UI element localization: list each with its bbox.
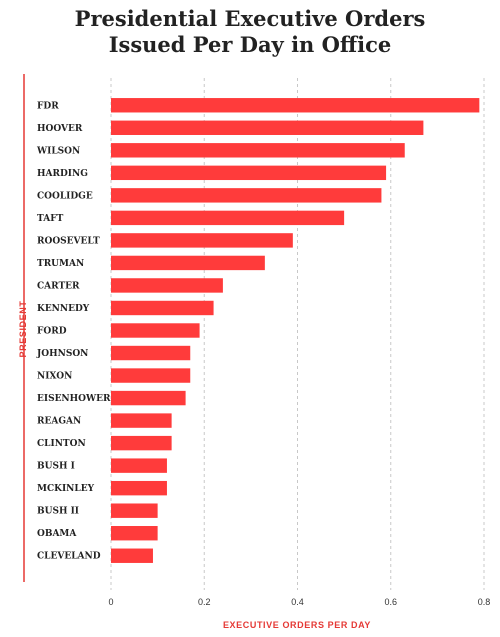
bar [111,98,480,113]
bar [111,210,345,226]
chart-title-line-2: Issued Per Day in Office [108,32,392,57]
bar [111,233,293,248]
category-label: MCKINLEY [37,484,95,494]
bar [111,458,167,473]
x-tick-labels: 0 0.2 0.4 0.6 0.8 [108,597,490,607]
bar [111,345,191,361]
category-label: BUSH I [37,462,75,472]
bar [111,323,200,338]
bar [111,278,223,293]
category-label: JOHNSON [36,349,88,359]
category-label: CLINTON [37,439,86,449]
category-label: FORD [37,327,67,337]
category-label: EISENHOWER [37,394,111,404]
category-label: HARDING [37,169,88,179]
x-tick-label: 0.2 [198,597,211,607]
bars-group [111,98,480,563]
category-label: COOLIDGE [37,191,93,201]
x-axis-label: EXECUTIVE ORDERS PER DAY [223,620,371,630]
bar [111,143,405,158]
category-label: REAGAN [37,417,81,427]
category-labels: FDR HOOVER WILSON HARDING COOLIDGE TAFT ROOSEV… [36,101,111,561]
category-label: TRUMAN [37,259,84,269]
bar [111,188,382,203]
bar [111,165,387,181]
bar [111,480,167,496]
x-tick-label: 0 [108,597,113,607]
bar [111,390,186,406]
category-label: OBAMA [37,529,77,539]
x-tick-label: 0.8 [478,597,491,607]
bar [111,435,172,451]
bar [111,300,214,316]
bar [111,503,158,518]
category-label: CLEVELAND [37,552,101,562]
category-label: NIXON [37,372,72,382]
category-label: KENNEDY [37,304,90,314]
x-tick-label: 0.4 [291,597,304,607]
category-label: ROOSEVELT [37,236,100,246]
chart-title: Presidential Executive Orders Issued Per… [0,6,500,58]
chart-title-line-1: Presidential Executive Orders [74,6,426,31]
y-axis-label: PRESIDENT [18,301,28,358]
bar [111,548,153,563]
category-label: BUSH II [37,507,79,517]
bar [111,413,172,428]
category-label: HOOVER [37,124,83,134]
bar [111,368,191,383]
category-label: WILSON [36,146,80,156]
bar [111,526,158,541]
bar [111,120,424,135]
x-tick-label: 0.6 [384,597,397,607]
bar [111,255,265,271]
category-label: TAFT [37,214,64,224]
category-label: CARTER [37,281,80,291]
category-label: FDR [37,101,59,111]
